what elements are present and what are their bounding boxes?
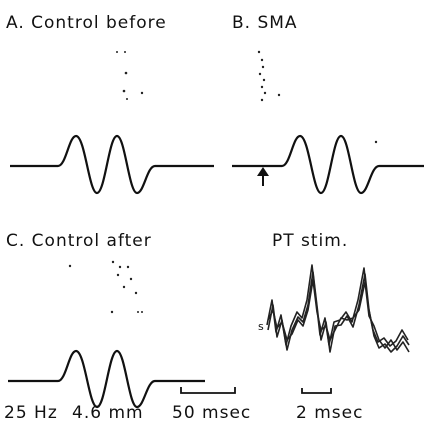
panel-label: B. SMA [232,13,298,33]
distance-label: 4.6 mm [72,403,144,423]
waveform [8,349,205,409]
scale-label: 2 msec [296,403,363,423]
waveform [232,134,424,195]
panel-label: A. Control before [6,13,167,33]
frequency-label: 25 Hz [4,403,58,423]
trace [266,264,409,347]
spike-dots [257,50,378,144]
panel-label: C. Control after [6,231,152,251]
scale-bar [180,387,236,394]
trace [267,271,410,353]
trace-label: s [258,320,265,333]
panel-label: PT stim. [272,231,348,251]
trace [267,279,410,353]
waveform [10,134,214,195]
scale-label: 50 msec [172,403,251,423]
arrow [257,167,269,186]
spike-dots [116,51,144,100]
spike-dots [68,260,143,314]
scale-bar [301,388,332,394]
